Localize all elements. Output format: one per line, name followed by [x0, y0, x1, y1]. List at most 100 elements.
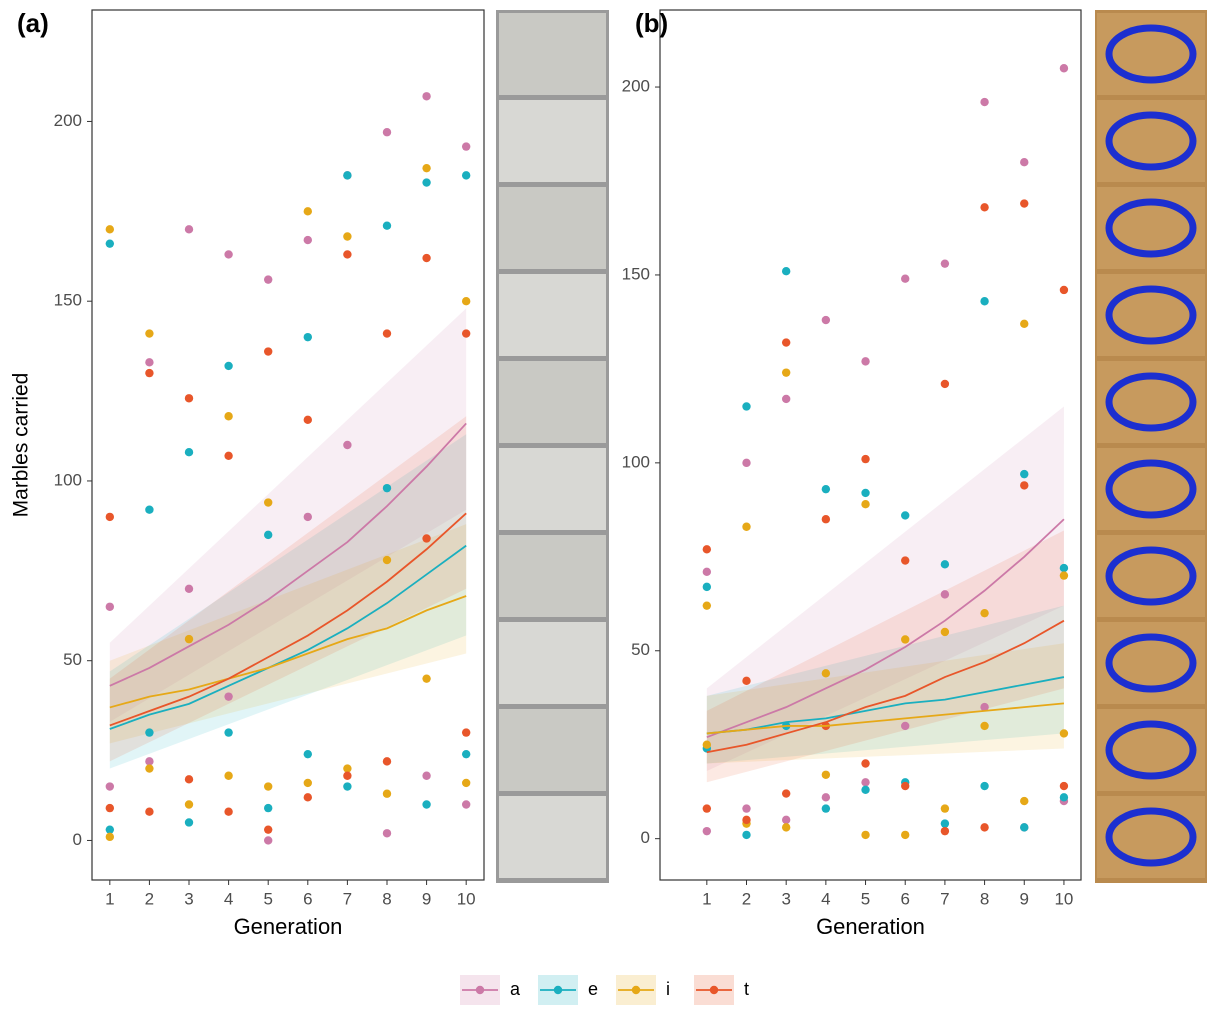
- point: [382, 483, 392, 493]
- point: [303, 207, 312, 216]
- point: [940, 259, 950, 268]
- point: [1059, 793, 1069, 802]
- fit-line: [706, 676, 1065, 735]
- panel-label: (a): [17, 8, 49, 38]
- y-tick-label: 50: [63, 650, 82, 669]
- y-axis-label: Marbles carried: [10, 373, 33, 518]
- point: [980, 608, 989, 618]
- photo-object: [1105, 546, 1197, 606]
- photo-object: [1105, 459, 1197, 519]
- point: [343, 782, 352, 791]
- point: [901, 781, 910, 791]
- point: [861, 830, 870, 840]
- photo: [499, 622, 606, 704]
- photo: [499, 796, 606, 878]
- y-tick-label: 150: [54, 291, 82, 310]
- photo: [499, 709, 606, 791]
- point: [901, 830, 910, 840]
- point: [461, 749, 471, 759]
- point: [1020, 481, 1029, 490]
- x-tick-label: 6: [900, 889, 909, 908]
- point: [184, 225, 194, 234]
- point: [264, 347, 273, 356]
- legend-dot: [475, 985, 485, 995]
- point: [1059, 729, 1069, 738]
- point: [224, 361, 233, 371]
- x-tick-label: 3: [184, 889, 193, 908]
- legend-dot: [553, 985, 563, 995]
- fit-line: [109, 422, 467, 687]
- fit-line: [706, 702, 1065, 735]
- point: [821, 484, 831, 494]
- point: [382, 555, 392, 565]
- point: [702, 601, 712, 610]
- fit-line: [109, 544, 467, 730]
- fit-line: [706, 619, 1065, 754]
- legend-dot: [631, 985, 641, 995]
- point: [303, 778, 312, 788]
- point: [184, 584, 194, 594]
- point: [343, 764, 352, 773]
- point: [861, 454, 870, 464]
- point: [422, 253, 431, 263]
- point: [980, 297, 989, 306]
- ribbon: [706, 406, 1064, 772]
- point: [303, 415, 312, 425]
- point: [781, 338, 791, 347]
- point: [1020, 796, 1029, 806]
- point: [461, 728, 471, 737]
- point: [742, 458, 751, 468]
- point: [422, 800, 431, 809]
- point: [940, 590, 950, 599]
- point: [781, 815, 791, 825]
- photo: [499, 100, 606, 182]
- point: [821, 793, 831, 802]
- point: [382, 128, 392, 137]
- point: [264, 825, 273, 834]
- x-tick-label: 8: [382, 889, 391, 908]
- ribbon: [706, 530, 1064, 783]
- point: [901, 274, 910, 283]
- point: [343, 440, 352, 450]
- point: [742, 402, 751, 411]
- point: [145, 728, 154, 737]
- plot-frame: [91, 9, 485, 881]
- point: [461, 171, 471, 180]
- point: [781, 394, 791, 404]
- point: [940, 819, 950, 828]
- point: [343, 250, 352, 259]
- photo-object: [1105, 198, 1197, 258]
- point: [382, 221, 392, 230]
- x-tick-label: 2: [742, 889, 751, 908]
- point: [940, 379, 950, 389]
- point: [422, 92, 431, 101]
- point: [861, 488, 870, 498]
- x-tick-label: 7: [940, 889, 949, 908]
- point: [742, 676, 751, 686]
- point: [742, 815, 751, 825]
- ribbon: [706, 605, 1064, 764]
- point: [105, 803, 115, 813]
- x-tick-label: 3: [781, 889, 790, 908]
- point: [1059, 285, 1069, 295]
- photo: [499, 361, 606, 443]
- point: [461, 296, 471, 306]
- point: [940, 804, 950, 813]
- point: [461, 329, 471, 338]
- legend-label: a: [510, 979, 521, 999]
- x-tick-label: 1: [105, 889, 114, 908]
- point: [861, 785, 870, 795]
- point: [184, 447, 194, 457]
- x-tick-label: 4: [821, 889, 830, 908]
- point: [781, 823, 791, 832]
- x-tick-label: 9: [1020, 889, 1029, 908]
- point: [980, 781, 989, 791]
- point: [184, 394, 194, 403]
- point: [382, 789, 392, 798]
- y-tick-label: 150: [622, 264, 650, 283]
- point: [461, 778, 471, 788]
- point: [105, 602, 115, 611]
- point: [901, 511, 910, 520]
- x-tick-label: 7: [343, 889, 352, 908]
